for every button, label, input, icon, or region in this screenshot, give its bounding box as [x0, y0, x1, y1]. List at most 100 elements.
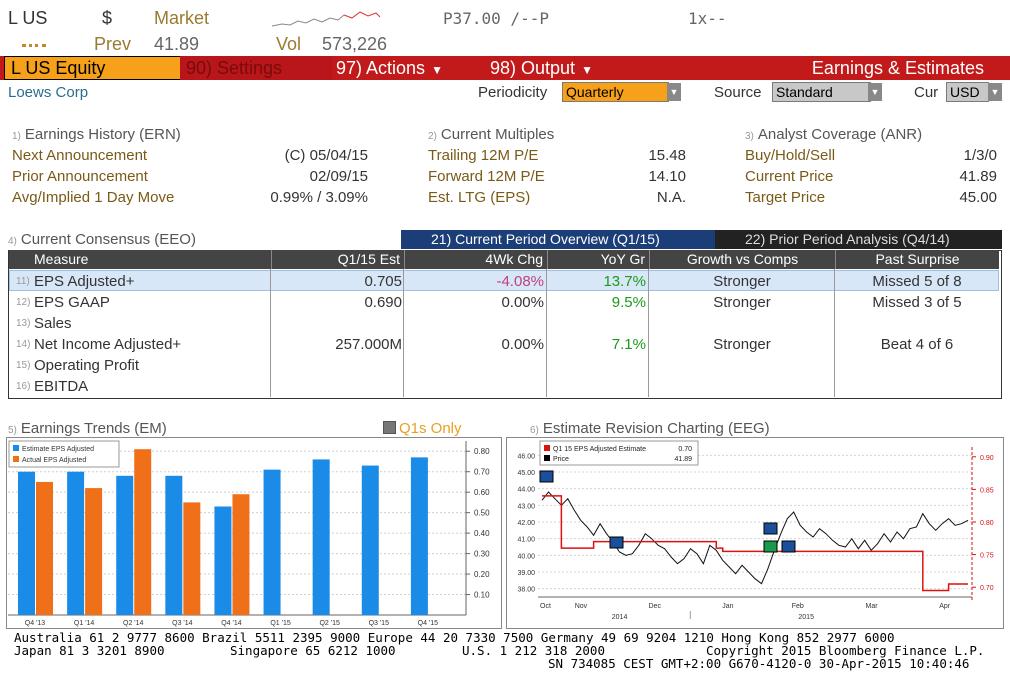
x-month-label: Feb: [792, 603, 804, 610]
currency-label: Cur: [914, 84, 939, 101]
prev-label: Prev: [94, 34, 132, 54]
ltg-label: Est. LTG (EPS): [428, 189, 531, 206]
next-announcement-label: Next Announcement: [12, 147, 148, 164]
price-readout: P37.00 /--P: [443, 9, 549, 28]
current-multiples-heading: 2) Current Multiples: [428, 126, 554, 143]
col-est[interactable]: Q1/15 Est: [271, 250, 404, 269]
earnings-history-link[interactable]: 1) Earnings History (ERN): [12, 126, 181, 143]
legend-swatch: [13, 445, 19, 451]
measure-cell: EPS Adjusted+: [34, 273, 135, 290]
bar: [361, 465, 379, 615]
y-tick-label: 0.40: [474, 529, 490, 538]
revision-chart-link[interactable]: 6) Estimate Revision Charting (EEG): [530, 420, 770, 437]
source-dropdown-icon[interactable]: ▼: [868, 83, 882, 101]
legend-label: Estimate EPS Adjusted: [22, 446, 94, 453]
bar: [232, 494, 250, 615]
tab-prior-period[interactable]: 22) Prior Period Analysis (Q4/14): [715, 230, 1002, 249]
section-title: Earnings Trends (EM): [20, 420, 167, 437]
x-year-label: 2015: [798, 614, 814, 621]
footer-singapore: Singapore 65 6212 1000: [230, 643, 396, 658]
column-divider: [546, 269, 547, 397]
chart-frame: [506, 437, 1004, 629]
yoy-cell: 9.5%: [611, 294, 646, 311]
forward-pe-label: Forward 12M P/E: [428, 168, 545, 185]
bar: [214, 506, 232, 615]
analyst-coverage-link[interactable]: 3) Analyst Coverage (ANR): [745, 126, 922, 143]
bar: [85, 488, 103, 615]
growth-cell: Stronger: [713, 273, 771, 290]
ticker-symbol: L US: [8, 8, 48, 28]
left-tick-label: 45.00: [517, 470, 535, 477]
col-growth-vs-comps[interactable]: Growth vs Comps: [649, 250, 835, 269]
x-tick-label: Q1 '15: [270, 620, 291, 627]
output-menu[interactable]: 98) Output ▼: [484, 56, 646, 80]
x-tick-label: Q2 '15: [319, 620, 340, 627]
col-past-surprise[interactable]: Past Surprise: [835, 250, 999, 269]
x-month-label: Dec: [649, 603, 662, 610]
surprise-cell: Beat 4 of 6: [880, 336, 954, 353]
chevron-down-icon: ▼: [431, 63, 443, 77]
measure-cell: Net Income Adjusted+: [34, 336, 182, 353]
estimate-series-line: [542, 495, 968, 592]
column-divider: [834, 269, 835, 397]
function-title: Earnings & Estimates: [811, 58, 984, 78]
row-number: 13): [16, 318, 31, 329]
col-yoy-gr[interactable]: YoY Gr: [547, 250, 649, 269]
chevron-down-icon: ▼: [581, 63, 593, 77]
consensus-link[interactable]: 4) Current Consensus (EEO): [8, 231, 196, 248]
column-divider: [648, 269, 649, 397]
footer-us: U.S. 1 212 318 2000: [462, 643, 605, 658]
growth-cell: Stronger: [713, 336, 771, 353]
measure-cell: Sales: [34, 315, 72, 332]
x-month-label: Oct: [540, 603, 551, 610]
col-measure[interactable]: Measure: [9, 250, 271, 269]
tab-current-period[interactable]: 21) Current Period Overview (Q1/15): [401, 230, 715, 249]
row-number: 11): [16, 276, 30, 287]
currency-select[interactable]: USD: [946, 82, 989, 102]
buy-hold-sell-label: Buy/Hold/Sell: [745, 147, 836, 164]
selected-row-highlight: [9, 270, 999, 291]
chg-cell: 0.00%: [501, 336, 544, 353]
bar: [183, 502, 201, 615]
x-month-label: Nov: [575, 603, 588, 610]
periodicity-dropdown-icon[interactable]: ▼: [667, 83, 681, 101]
q1s-only-label: Q1s Only: [399, 420, 462, 437]
security-field[interactable]: L US Equity: [4, 56, 186, 80]
row-number: 16): [16, 381, 31, 392]
buy-hold-sell-value: 1/3/0: [963, 147, 997, 164]
x-year-label: 2014: [612, 614, 628, 621]
legend-swatch: [13, 456, 19, 462]
y-tick-label: 0.10: [474, 591, 490, 600]
ltg-value: N.A.: [656, 189, 686, 206]
prior-announcement-label: Prior Announcement: [12, 168, 148, 185]
target-price-value: 45.00: [959, 189, 997, 206]
x-month-label: Jan: [722, 603, 733, 610]
chg-cell: -4.08%: [496, 273, 544, 290]
y-tick-label: 0.70: [474, 468, 490, 477]
bar: [312, 459, 330, 615]
implied-move-label: Avg/Implied 1 Day Move: [12, 189, 175, 206]
right-tick-label: 0.85: [980, 487, 994, 494]
right-tick-label: 0.80: [980, 520, 994, 527]
left-tick-label: 40.00: [517, 553, 535, 560]
left-tick-label: 41.00: [517, 537, 535, 544]
surprise-cell: Missed 5 of 8: [872, 273, 962, 290]
periodicity-select[interactable]: Quarterly: [562, 82, 669, 102]
q1s-only-toggle[interactable]: Q1s Only: [383, 420, 462, 437]
measure-cell: EPS GAAP: [34, 294, 110, 311]
event-marker-icon: [781, 540, 796, 553]
yoy-cell: 7.1%: [611, 336, 646, 353]
footer-japan: Japan 81 3 3201 8900: [14, 643, 165, 658]
settings-menu[interactable]: 90) Settings: [180, 56, 332, 80]
event-marker-icon: [539, 470, 554, 483]
col-4wk-chg[interactable]: 4Wk Chg: [404, 250, 547, 269]
currency-dropdown-icon[interactable]: ▼: [988, 83, 1002, 101]
source-select[interactable]: Standard: [772, 82, 871, 102]
event-marker-icon: [763, 522, 778, 535]
earnings-trends-link[interactable]: 5) Earnings Trends (EM): [8, 420, 167, 437]
checkbox-icon: [383, 421, 396, 434]
column-divider: [403, 269, 404, 397]
est-cell: 257.000M: [335, 336, 402, 353]
actions-menu[interactable]: 97) Actions ▼: [330, 56, 492, 80]
prev-value: 41.89: [154, 34, 200, 54]
